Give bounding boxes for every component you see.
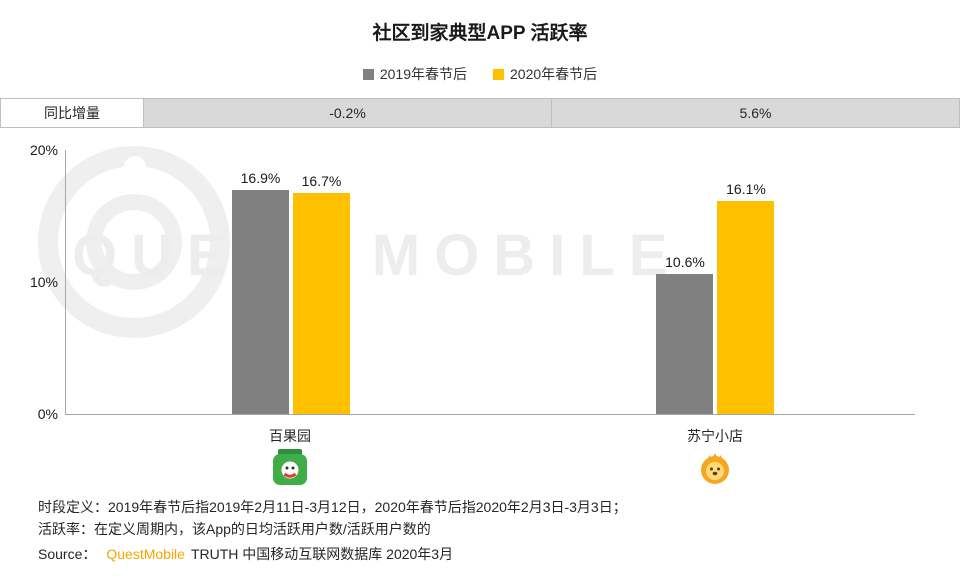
bar-wrap: 16.9% <box>231 170 289 414</box>
legend-label-2019: 2019年春节后 <box>379 66 467 82</box>
bar-value-label: 16.9% <box>240 170 281 186</box>
yoy-value-baiguoyuan: -0.2% <box>144 99 551 127</box>
legend-label-2020: 2020年春节后 <box>510 66 598 82</box>
bar-2019 <box>656 274 714 414</box>
bar-2020 <box>717 201 775 414</box>
suning-lion-icon <box>695 448 735 491</box>
bar-chart: QUEST MOBILE 20% 10% 0% 16.9% 16.7% 10.6% 1… <box>0 138 960 490</box>
legend-swatch-yellow <box>493 68 504 80</box>
y-tick-10: 10% <box>29 274 58 290</box>
bar-value-label: 16.7% <box>301 173 342 189</box>
bar-2020 <box>292 193 350 414</box>
questmobile-logo-watermark <box>38 146 230 338</box>
source-prefix: Source： <box>38 546 97 562</box>
watermark-dot <box>124 156 146 178</box>
source-brand-questmobile: QuestMobile <box>106 546 185 562</box>
bar-group-baiguoyuan: 16.9% 16.7% <box>231 170 350 414</box>
yoy-increase-row: 同比增量 -0.2% 5.6% <box>0 98 960 128</box>
pagoda-app-icon <box>270 448 310 491</box>
bar-2019 <box>231 190 289 414</box>
bar-wrap: 10.6% <box>656 254 714 414</box>
y-tick-20: 20% <box>29 142 58 158</box>
y-tick-0: 0% <box>37 406 58 422</box>
watermark-text: QUEST MOBILE <box>72 223 682 288</box>
category-label-baiguoyuan: 百果园 <box>269 428 311 444</box>
bar-wrap: 16.7% <box>292 173 350 414</box>
plot-area: 16.9% 16.7% 10.6% 16.1% <box>65 150 915 415</box>
footnotes: 时段定义：2019年春节后指2019年2月11日-3月12日，2020年春节后指… <box>38 496 627 565</box>
bar-value-label: 16.1% <box>726 181 766 197</box>
footnote-active-rate-definition: 活跃率：在定义周期内，该App的日均活跃用户数/活跃用户数的 <box>38 521 431 537</box>
yoy-value-suning: 5.6% <box>551 99 959 127</box>
legend-item-2019: 2019年春节后 <box>362 64 467 84</box>
legend-item-2020: 2020年春节后 <box>493 64 597 84</box>
source-line: Source： QuestMobile TRUTH 中国移动互联网数据库 202… <box>38 543 627 565</box>
chart-legend: 2019年春节后 2020年春节后 <box>0 64 960 84</box>
category-label-suning: 苏宁小店 <box>687 428 743 444</box>
bar-value-label: 10.6% <box>665 254 705 270</box>
legend-swatch-gray <box>362 68 374 80</box>
source-suffix: TRUTH 中国移动互联网数据库 2020年3月 <box>190 546 454 562</box>
footnote-period-definition: 时段定义：2019年春节后指2019年2月11日-3月12日，2020年春节后指… <box>38 499 627 515</box>
bar-group-suning: 10.6% 16.1% <box>656 181 775 414</box>
page-title: 社区到家典型APP 活跃率 <box>372 23 588 44</box>
yoy-row-label: 同比增量 <box>1 99 144 127</box>
bar-wrap: 16.1% <box>717 181 775 414</box>
